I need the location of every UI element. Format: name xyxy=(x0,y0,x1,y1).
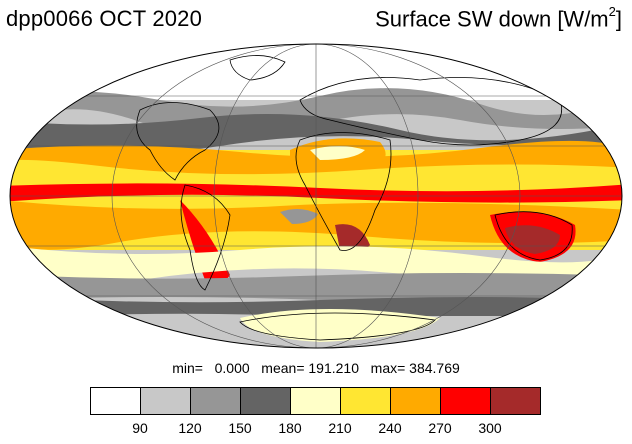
statistics-line: min= 0.000 mean= 191.210 max= 384.769 xyxy=(172,360,460,376)
colorbar-box-6 xyxy=(391,388,441,414)
graticule xyxy=(10,44,622,348)
coastlines xyxy=(136,55,573,341)
australia-darkred xyxy=(505,225,560,254)
colorbar-tick-label: 150 xyxy=(228,420,252,436)
colorbar-box-8 xyxy=(491,388,540,414)
sahara-pale xyxy=(310,146,365,160)
map-border xyxy=(9,43,623,349)
se-atlantic-cloud xyxy=(280,208,318,224)
colorbar-tick-label: 210 xyxy=(328,420,352,436)
antarctica-pale xyxy=(240,309,440,342)
map-field xyxy=(10,44,622,348)
colorbar-tick-label: 240 xyxy=(378,420,402,436)
colorbar-tick-label: 120 xyxy=(178,420,202,436)
variable-title: Surface SW down [W/m2] xyxy=(375,4,622,32)
colorbar-ticks: 90 120 150 180 210 240 270 300 xyxy=(90,420,542,438)
variable-title-end: ] xyxy=(615,6,622,32)
colorbar-box-3 xyxy=(241,388,291,414)
colorbar-box-7 xyxy=(441,388,491,414)
colorbar-tick-label: 90 xyxy=(132,420,148,436)
map-title: dpp0066 OCT 2020 xyxy=(6,6,203,31)
variable-title-superscript: 2 xyxy=(608,4,616,19)
colorbar-box-1 xyxy=(141,388,191,414)
variable-title-main: Surface SW down [W/m xyxy=(375,6,609,32)
colorbar-box-5 xyxy=(341,388,391,414)
colorbar-tick-label: 270 xyxy=(428,420,452,436)
colorbar-tick-label: 300 xyxy=(478,420,502,436)
colorbar-box-0 xyxy=(91,388,141,414)
colorbar-box-4 xyxy=(291,388,341,414)
colorbar-tick-label: 180 xyxy=(278,420,302,436)
colorbar-box-2 xyxy=(191,388,241,414)
colorbar xyxy=(90,387,541,415)
